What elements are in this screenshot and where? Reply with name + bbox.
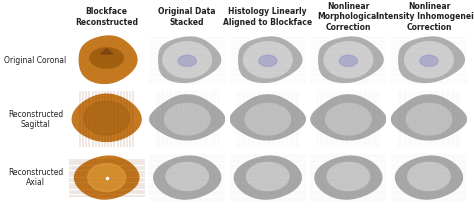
Polygon shape: [246, 162, 289, 191]
Polygon shape: [319, 37, 383, 82]
Polygon shape: [244, 42, 292, 78]
Polygon shape: [88, 164, 126, 192]
Polygon shape: [395, 156, 463, 199]
Polygon shape: [159, 37, 221, 82]
Polygon shape: [72, 94, 141, 141]
Polygon shape: [150, 95, 225, 140]
Text: Reconstructed
Sagittal: Reconstructed Sagittal: [8, 110, 63, 129]
Polygon shape: [164, 103, 210, 135]
Polygon shape: [230, 95, 305, 140]
Polygon shape: [79, 36, 137, 83]
Polygon shape: [90, 48, 123, 68]
Text: Reconstructed
Axial: Reconstructed Axial: [8, 168, 63, 187]
Text: Original Coronal: Original Coronal: [4, 56, 67, 65]
Polygon shape: [399, 37, 465, 82]
Text: Nonlinear
Intensity Inhomogeneity
Correction: Nonlinear Intensity Inhomogeneity Correc…: [376, 2, 474, 32]
Polygon shape: [392, 95, 466, 140]
Polygon shape: [74, 156, 139, 199]
Polygon shape: [84, 101, 129, 135]
Text: Nonlinear
Morphological
Correction: Nonlinear Morphological Correction: [318, 2, 379, 32]
Text: Original Data
Stacked: Original Data Stacked: [158, 7, 216, 27]
Polygon shape: [405, 42, 453, 78]
Polygon shape: [166, 162, 209, 191]
Text: Blockface
Reconstructed: Blockface Reconstructed: [75, 7, 138, 27]
Polygon shape: [259, 55, 277, 66]
Polygon shape: [406, 103, 452, 135]
Polygon shape: [311, 95, 386, 140]
Polygon shape: [315, 156, 382, 199]
Polygon shape: [239, 37, 302, 82]
Polygon shape: [408, 162, 450, 191]
Text: Histology Linearly
Aligned to Blockface: Histology Linearly Aligned to Blockface: [223, 7, 312, 27]
Polygon shape: [154, 156, 221, 199]
Polygon shape: [234, 156, 301, 199]
Polygon shape: [339, 55, 357, 66]
Polygon shape: [245, 103, 291, 135]
Polygon shape: [100, 49, 113, 54]
Polygon shape: [327, 162, 370, 191]
Polygon shape: [420, 55, 438, 66]
Polygon shape: [326, 103, 371, 135]
Polygon shape: [178, 55, 196, 66]
Polygon shape: [163, 42, 211, 78]
Polygon shape: [324, 42, 373, 78]
